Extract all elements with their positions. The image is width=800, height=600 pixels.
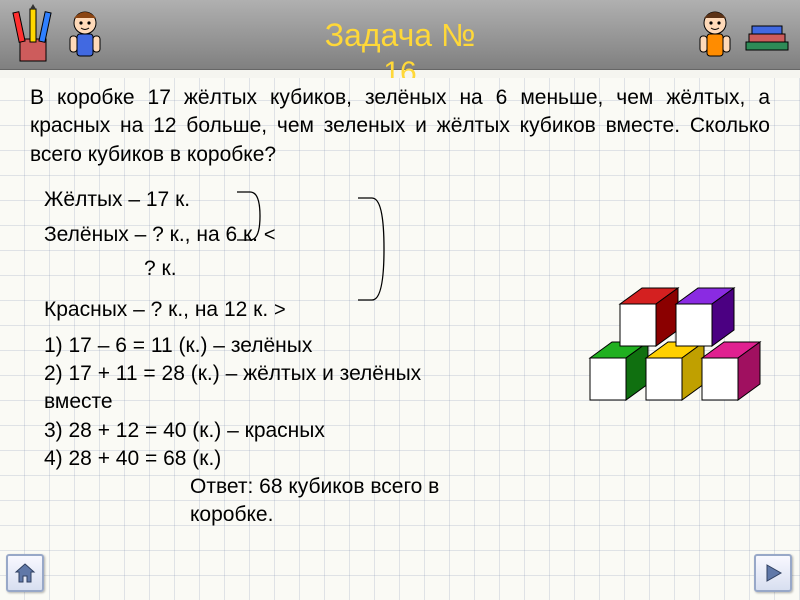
- nav-next-button[interactable]: [754, 554, 794, 594]
- answer-line2: коробке.: [190, 501, 770, 528]
- bracket-outer-icon: [354, 194, 414, 304]
- books-icon: [744, 20, 790, 61]
- header-bar: Задача № 16: [0, 0, 800, 70]
- cubes-illustration: [586, 266, 766, 416]
- home-icon: [13, 561, 37, 585]
- child-right-icon: [690, 8, 740, 68]
- answer-block: Ответ: 68 кубиков всего в коробке.: [190, 473, 770, 528]
- content-area: В коробке 17 жёлтых кубиков, зелёных на …: [0, 78, 800, 600]
- solution-step-4: 4) 28 + 40 = 68 (к.): [44, 445, 770, 473]
- answer-line1: Ответ: 68 кубиков всего в: [190, 473, 770, 500]
- nav-home-button[interactable]: [6, 554, 46, 594]
- next-arrow-icon: [761, 561, 785, 585]
- page-title: Задача №: [325, 19, 476, 51]
- child-left-icon: [60, 8, 110, 68]
- problem-text: В коробке 17 жёлтых кубиков, зелёных на …: [30, 84, 770, 169]
- given-green: Зелёных – ? к., на 6 к.: [44, 223, 258, 246]
- solution-step-3: 3) 28 + 12 = 40 (к.) – красных: [44, 417, 770, 445]
- bracket-icon: [232, 188, 292, 244]
- given-red: Красных – ? к., на 12 к.: [44, 298, 268, 321]
- greater-than-icon: >: [274, 299, 286, 321]
- pencils-icon: [8, 4, 58, 69]
- title-text: Задача №: [325, 17, 476, 53]
